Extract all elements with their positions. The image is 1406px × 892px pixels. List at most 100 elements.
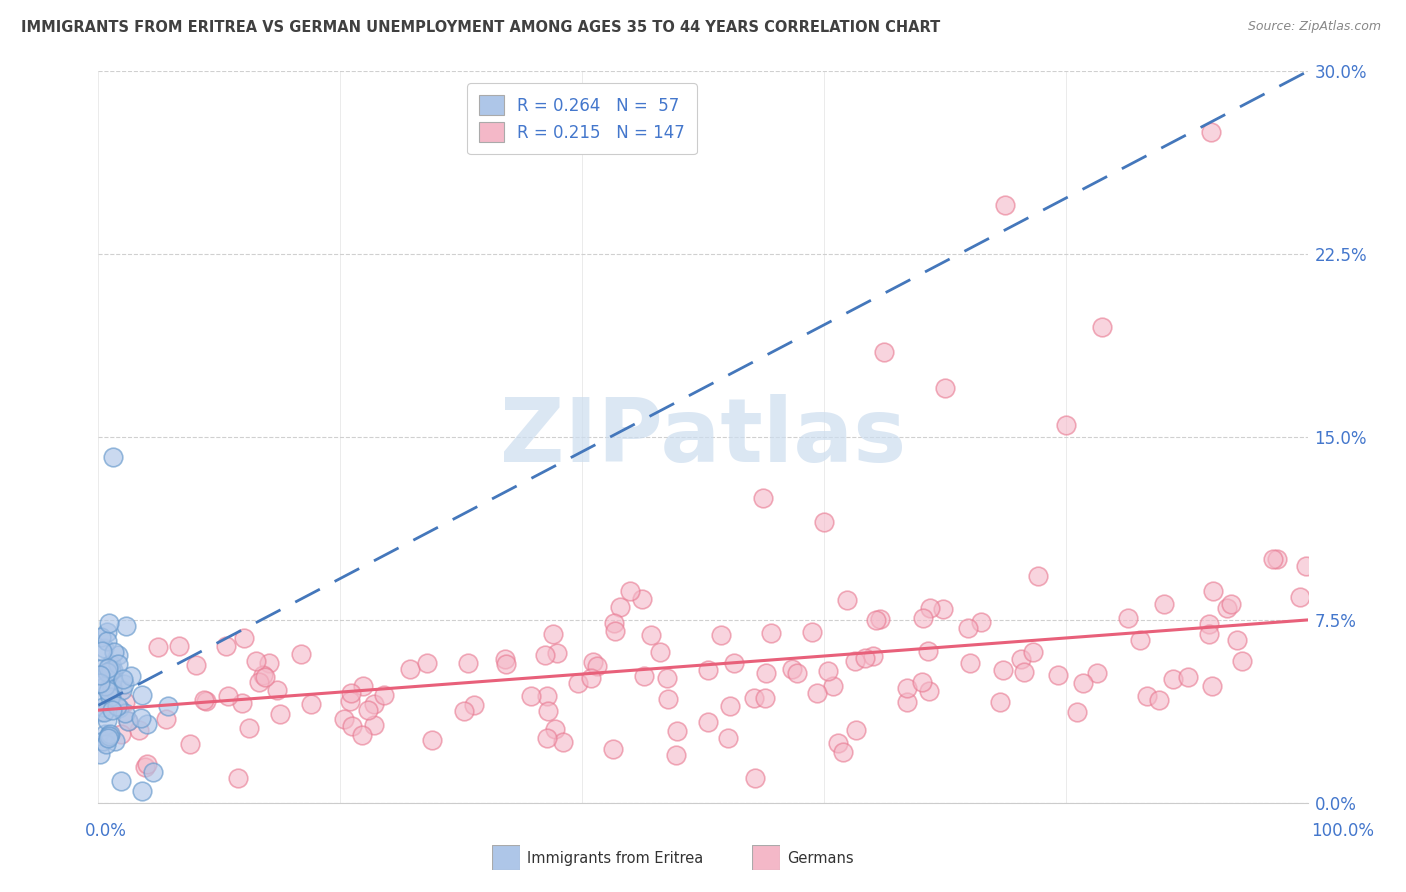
Point — [363, 718, 385, 732]
Point — [1265, 552, 1288, 566]
Point — [117, 714, 139, 728]
Point — [101, 673, 124, 688]
Point — [991, 663, 1014, 677]
Text: 100.0%: 100.0% — [1312, 822, 1374, 840]
Point — [115, 618, 138, 632]
Point — [865, 613, 887, 627]
Point — [1022, 645, 1045, 659]
Point — [1026, 569, 1049, 583]
Point — [918, 600, 941, 615]
Point — [98, 726, 121, 740]
Point — [1012, 665, 1035, 680]
Point — [786, 665, 808, 680]
Point — [821, 679, 844, 693]
Point — [350, 728, 373, 742]
Point — [752, 491, 775, 505]
Point — [98, 664, 121, 678]
Point — [357, 703, 380, 717]
Text: IMMIGRANTS FROM ERITREA VS GERMAN UNEMPLOYMENT AMONG AGES 35 TO 44 YEARS CORRELA: IMMIGRANTS FROM ERITREA VS GERMAN UNEMPL… — [21, 20, 941, 35]
Point — [754, 690, 776, 705]
Point — [110, 773, 132, 788]
Point — [231, 696, 253, 710]
Point — [801, 624, 824, 639]
Point — [666, 724, 689, 739]
Point — [869, 612, 891, 626]
Point — [93, 641, 115, 656]
Point — [546, 647, 568, 661]
Point — [167, 640, 190, 654]
Point — [1129, 632, 1152, 647]
Point — [100, 663, 122, 677]
Point — [96, 633, 118, 648]
Point — [650, 645, 672, 659]
Point — [415, 656, 437, 670]
Point — [609, 600, 631, 615]
Point — [290, 647, 312, 661]
Point — [1153, 597, 1175, 611]
Point — [665, 748, 688, 763]
Point — [98, 615, 121, 630]
Point — [710, 628, 733, 642]
Point — [91, 733, 114, 747]
Point — [1163, 672, 1185, 686]
Point — [806, 686, 828, 700]
Point — [602, 742, 624, 756]
Point — [579, 671, 602, 685]
Point — [911, 675, 934, 690]
Point — [603, 624, 626, 638]
Point — [97, 729, 120, 743]
Point — [567, 676, 589, 690]
Point — [896, 695, 918, 709]
Point — [112, 677, 135, 691]
Point — [136, 717, 159, 731]
Point — [89, 695, 111, 709]
Point — [114, 695, 136, 709]
Point — [862, 648, 884, 663]
Point — [543, 627, 565, 641]
Point — [723, 657, 745, 671]
Point — [193, 693, 215, 707]
Point — [110, 727, 132, 741]
Point — [718, 698, 741, 713]
Point — [494, 652, 516, 666]
Point — [420, 733, 443, 747]
Point — [269, 707, 291, 722]
Point — [534, 648, 557, 663]
Text: Germans: Germans — [787, 851, 853, 865]
Point — [759, 626, 782, 640]
Point — [845, 723, 868, 738]
FancyBboxPatch shape — [752, 845, 780, 870]
Point — [1010, 652, 1032, 666]
Point — [131, 783, 153, 797]
Point — [1047, 668, 1070, 682]
Point — [340, 719, 363, 733]
Point — [91, 661, 114, 675]
Point — [252, 668, 274, 682]
Text: ZIPatlas: ZIPatlas — [501, 393, 905, 481]
Point — [1215, 601, 1237, 615]
Point — [259, 656, 281, 670]
Point — [582, 655, 605, 669]
Point — [827, 736, 849, 750]
Point — [1199, 125, 1222, 139]
Point — [1147, 693, 1170, 707]
Point — [105, 698, 128, 713]
Point — [134, 760, 156, 774]
Point — [111, 672, 134, 686]
Point — [217, 689, 239, 703]
Point — [585, 658, 607, 673]
Point — [91, 699, 114, 714]
Point — [1202, 584, 1225, 599]
Point — [96, 665, 118, 680]
Point — [631, 591, 654, 606]
Point — [128, 723, 150, 737]
Point — [1136, 689, 1159, 703]
Point — [957, 621, 980, 635]
Point — [537, 704, 560, 718]
Point — [813, 516, 835, 530]
Point — [544, 722, 567, 736]
Point — [742, 690, 765, 705]
Point — [247, 674, 270, 689]
Point — [94, 679, 117, 693]
Point — [536, 731, 558, 745]
